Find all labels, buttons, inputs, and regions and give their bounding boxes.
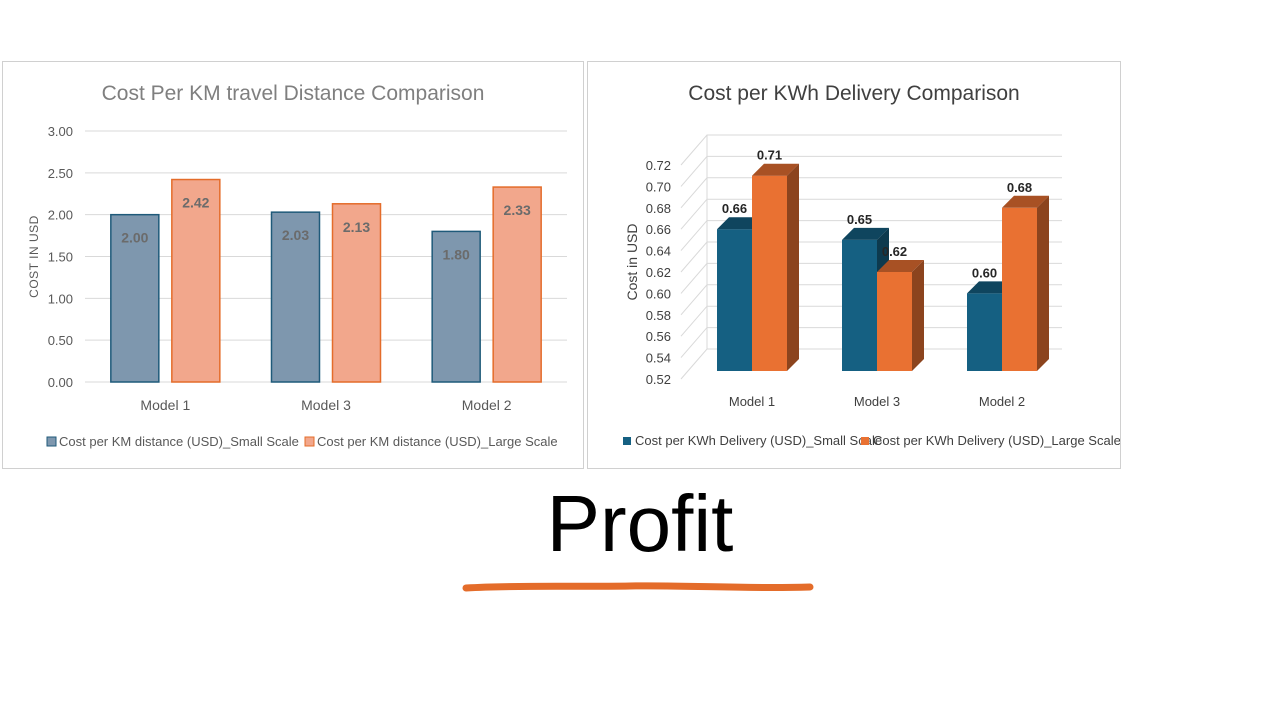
- legend-swatch: [46, 436, 57, 447]
- y-tick-label: 0.68: [646, 201, 671, 216]
- x-tick-label: Model 1: [140, 397, 190, 413]
- x-tick-label: Model 3: [301, 397, 351, 413]
- gridline: [680, 134, 1062, 166]
- x-tick-label: Model 2: [462, 397, 512, 413]
- gridline: [680, 155, 1062, 187]
- y-tick-label: 2.50: [48, 166, 73, 181]
- bar-top: [1002, 195, 1049, 208]
- data-label: 0.60: [972, 265, 997, 280]
- bar-front: [877, 272, 912, 371]
- x-tick-label: Model 3: [854, 394, 900, 409]
- title-underline: [462, 582, 814, 592]
- cost-per-kwh-chart: Cost per KWh Delivery Comparison 0.52 0.54…: [623, 82, 1120, 448]
- gridline: [680, 241, 1062, 273]
- y-axis-label: Cost in USD: [624, 223, 640, 300]
- gridline: [680, 220, 1062, 251]
- y-tick-label: 0.54: [646, 351, 671, 366]
- legend-swatch: [861, 437, 869, 445]
- legend-swatch: [304, 436, 315, 447]
- y-tick-label: 0.52: [646, 372, 671, 387]
- bar: [331, 203, 382, 383]
- legend-label: Cost per KM distance (USD)_Large Scale: [317, 434, 558, 449]
- y-tick-label: 0.72: [646, 158, 671, 173]
- y-tick-label: 0.64: [646, 244, 671, 259]
- y-axis-label: COST IN USD: [27, 215, 41, 298]
- cost-per-km-chart: Cost Per KM travel Distance Comparison 0.…: [27, 82, 567, 449]
- cost-per-km-chart-panel: Cost Per KM travel Distance Comparison 0.…: [2, 61, 584, 469]
- y-tick-label: 0.66: [646, 222, 671, 237]
- legend-label: Cost per KWh Delivery (USD)_Small Scale: [635, 433, 882, 448]
- y-tick-label: 0.50: [48, 333, 73, 348]
- gridline: [680, 327, 1062, 358]
- cost-per-kwh-chart-panel: Cost per KWh Delivery Comparison 0.52 0.54…: [587, 61, 1121, 469]
- data-label: 0.66: [722, 201, 747, 216]
- bar: [431, 230, 481, 383]
- chart-title: Cost Per KM travel Distance Comparison: [102, 82, 485, 105]
- bar: [171, 178, 221, 383]
- data-label: 2.03: [282, 227, 309, 243]
- bar: [492, 186, 542, 383]
- data-label: 0.68: [1007, 180, 1032, 195]
- legend-label: Cost per KM distance (USD)_Small Scale: [59, 434, 299, 449]
- gridline: [680, 198, 1062, 230]
- bar-front: [842, 239, 877, 371]
- bar-side: [1037, 195, 1049, 371]
- data-label: 2.13: [343, 219, 370, 235]
- gridline: [680, 177, 1062, 209]
- bar-front: [717, 229, 752, 371]
- y-tick-label: 0.60: [646, 286, 671, 301]
- chart-title: Cost per KWh Delivery Comparison: [688, 82, 1019, 105]
- bar: [110, 213, 160, 383]
- data-label: 2.00: [121, 230, 148, 246]
- y-tick-label: 0.56: [646, 329, 671, 344]
- slide-title: Profit: [546, 479, 734, 568]
- data-label: 2.42: [182, 195, 209, 211]
- y-tick-label: 3.00: [48, 124, 73, 139]
- y-tick-label: 0.00: [48, 375, 73, 390]
- y-tick-label: 1.50: [48, 250, 73, 265]
- gridline: [680, 284, 1062, 316]
- y-tick-label: 0.62: [646, 265, 671, 280]
- data-label: 0.71: [757, 148, 782, 163]
- data-label: 0.65: [847, 212, 872, 227]
- gridline: [680, 262, 1062, 294]
- gridline: [680, 305, 1062, 337]
- data-label: 0.62: [882, 244, 907, 259]
- legend-swatch: [623, 437, 631, 445]
- bar-top: [842, 227, 889, 240]
- legend-label: Cost per KWh Delivery (USD)_Large Scale: [873, 433, 1120, 448]
- gridline: [680, 348, 1062, 380]
- y-tick-label: 1.00: [48, 291, 73, 306]
- underline-stroke: [462, 582, 814, 592]
- bar-front: [967, 293, 1002, 371]
- y-tick-label: 2.00: [48, 208, 73, 223]
- data-label: 1.80: [443, 246, 470, 262]
- bar-front: [752, 175, 787, 371]
- y-tick-label: 0.70: [646, 179, 671, 194]
- y-tick-label: 0.58: [646, 308, 671, 323]
- bar-front: [1002, 207, 1037, 371]
- x-tick-label: Model 2: [979, 394, 1025, 409]
- bar-top: [877, 260, 924, 272]
- bar-top: [752, 163, 799, 176]
- bar: [270, 211, 321, 383]
- bar-side: [787, 163, 799, 371]
- x-tick-label: Model 1: [729, 394, 775, 409]
- bar-side: [912, 260, 924, 371]
- data-label: 2.33: [504, 202, 531, 218]
